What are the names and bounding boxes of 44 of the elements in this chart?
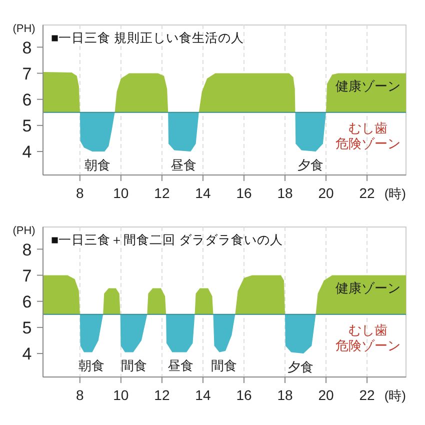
annotation: 朝食 xyxy=(78,358,105,374)
x-tick-label: 18 xyxy=(277,387,293,403)
x-tick-label: 12 xyxy=(154,185,170,201)
y-tick-label: 7 xyxy=(22,64,32,84)
annotation: 夕食 xyxy=(287,360,314,375)
x-tick-label: 20 xyxy=(318,185,334,201)
y-tick-label: 5 xyxy=(22,318,32,338)
annotation: むし歯危険ゾーン xyxy=(336,120,400,151)
x-tick-label: 10 xyxy=(113,185,129,201)
annotation: 夕食 xyxy=(298,158,324,173)
y-tick-label: 5 xyxy=(22,116,32,136)
y-tick-label: 4 xyxy=(22,142,32,162)
y-tick-label: 6 xyxy=(22,292,32,312)
annotation: 朝食 xyxy=(84,158,110,173)
y-axis-title: (PH) xyxy=(12,23,36,35)
x-tick-label: 10 xyxy=(113,387,129,403)
x-tick-label: 16 xyxy=(236,185,252,201)
y-tick-label: 8 xyxy=(22,240,32,260)
y-tick-label: 6 xyxy=(22,90,32,110)
y-tick-label: 4 xyxy=(22,344,32,364)
x-tick-label: 8 xyxy=(76,185,84,201)
annotation: 健康ゾーン xyxy=(336,280,400,296)
x-tick-label: 12 xyxy=(154,387,170,403)
text: ■一日三食＋間食二回 ダラダラ食いの人 xyxy=(51,233,284,247)
x-tick-label: 20 xyxy=(318,387,334,403)
y-axis-title: (PH) xyxy=(12,225,36,237)
x-axis-title: (時) xyxy=(384,186,406,201)
annotation: むし歯危険ゾーン xyxy=(336,322,400,353)
x-tick-label: 18 xyxy=(277,185,293,201)
x-tick-label: 16 xyxy=(236,387,252,403)
annotation: 昼食 xyxy=(170,158,196,173)
x-tick-label: 14 xyxy=(195,387,211,403)
x-tick-label: 22 xyxy=(359,185,376,201)
annotation: 昼食 xyxy=(167,358,194,374)
y-tick-label: 8 xyxy=(22,38,32,58)
x-tick-label: 22 xyxy=(359,387,376,403)
annotation: 健康ゾーン xyxy=(336,78,400,94)
annotation: 間食 xyxy=(211,358,238,374)
x-axis-title: (時) xyxy=(384,388,406,403)
annotation: 間食 xyxy=(120,358,147,374)
x-tick-label: 14 xyxy=(195,185,211,201)
text: ■一日三食 規則正しい食生活の人 xyxy=(51,31,244,45)
y-tick-label: 7 xyxy=(22,266,32,286)
x-tick-label: 8 xyxy=(76,387,84,403)
